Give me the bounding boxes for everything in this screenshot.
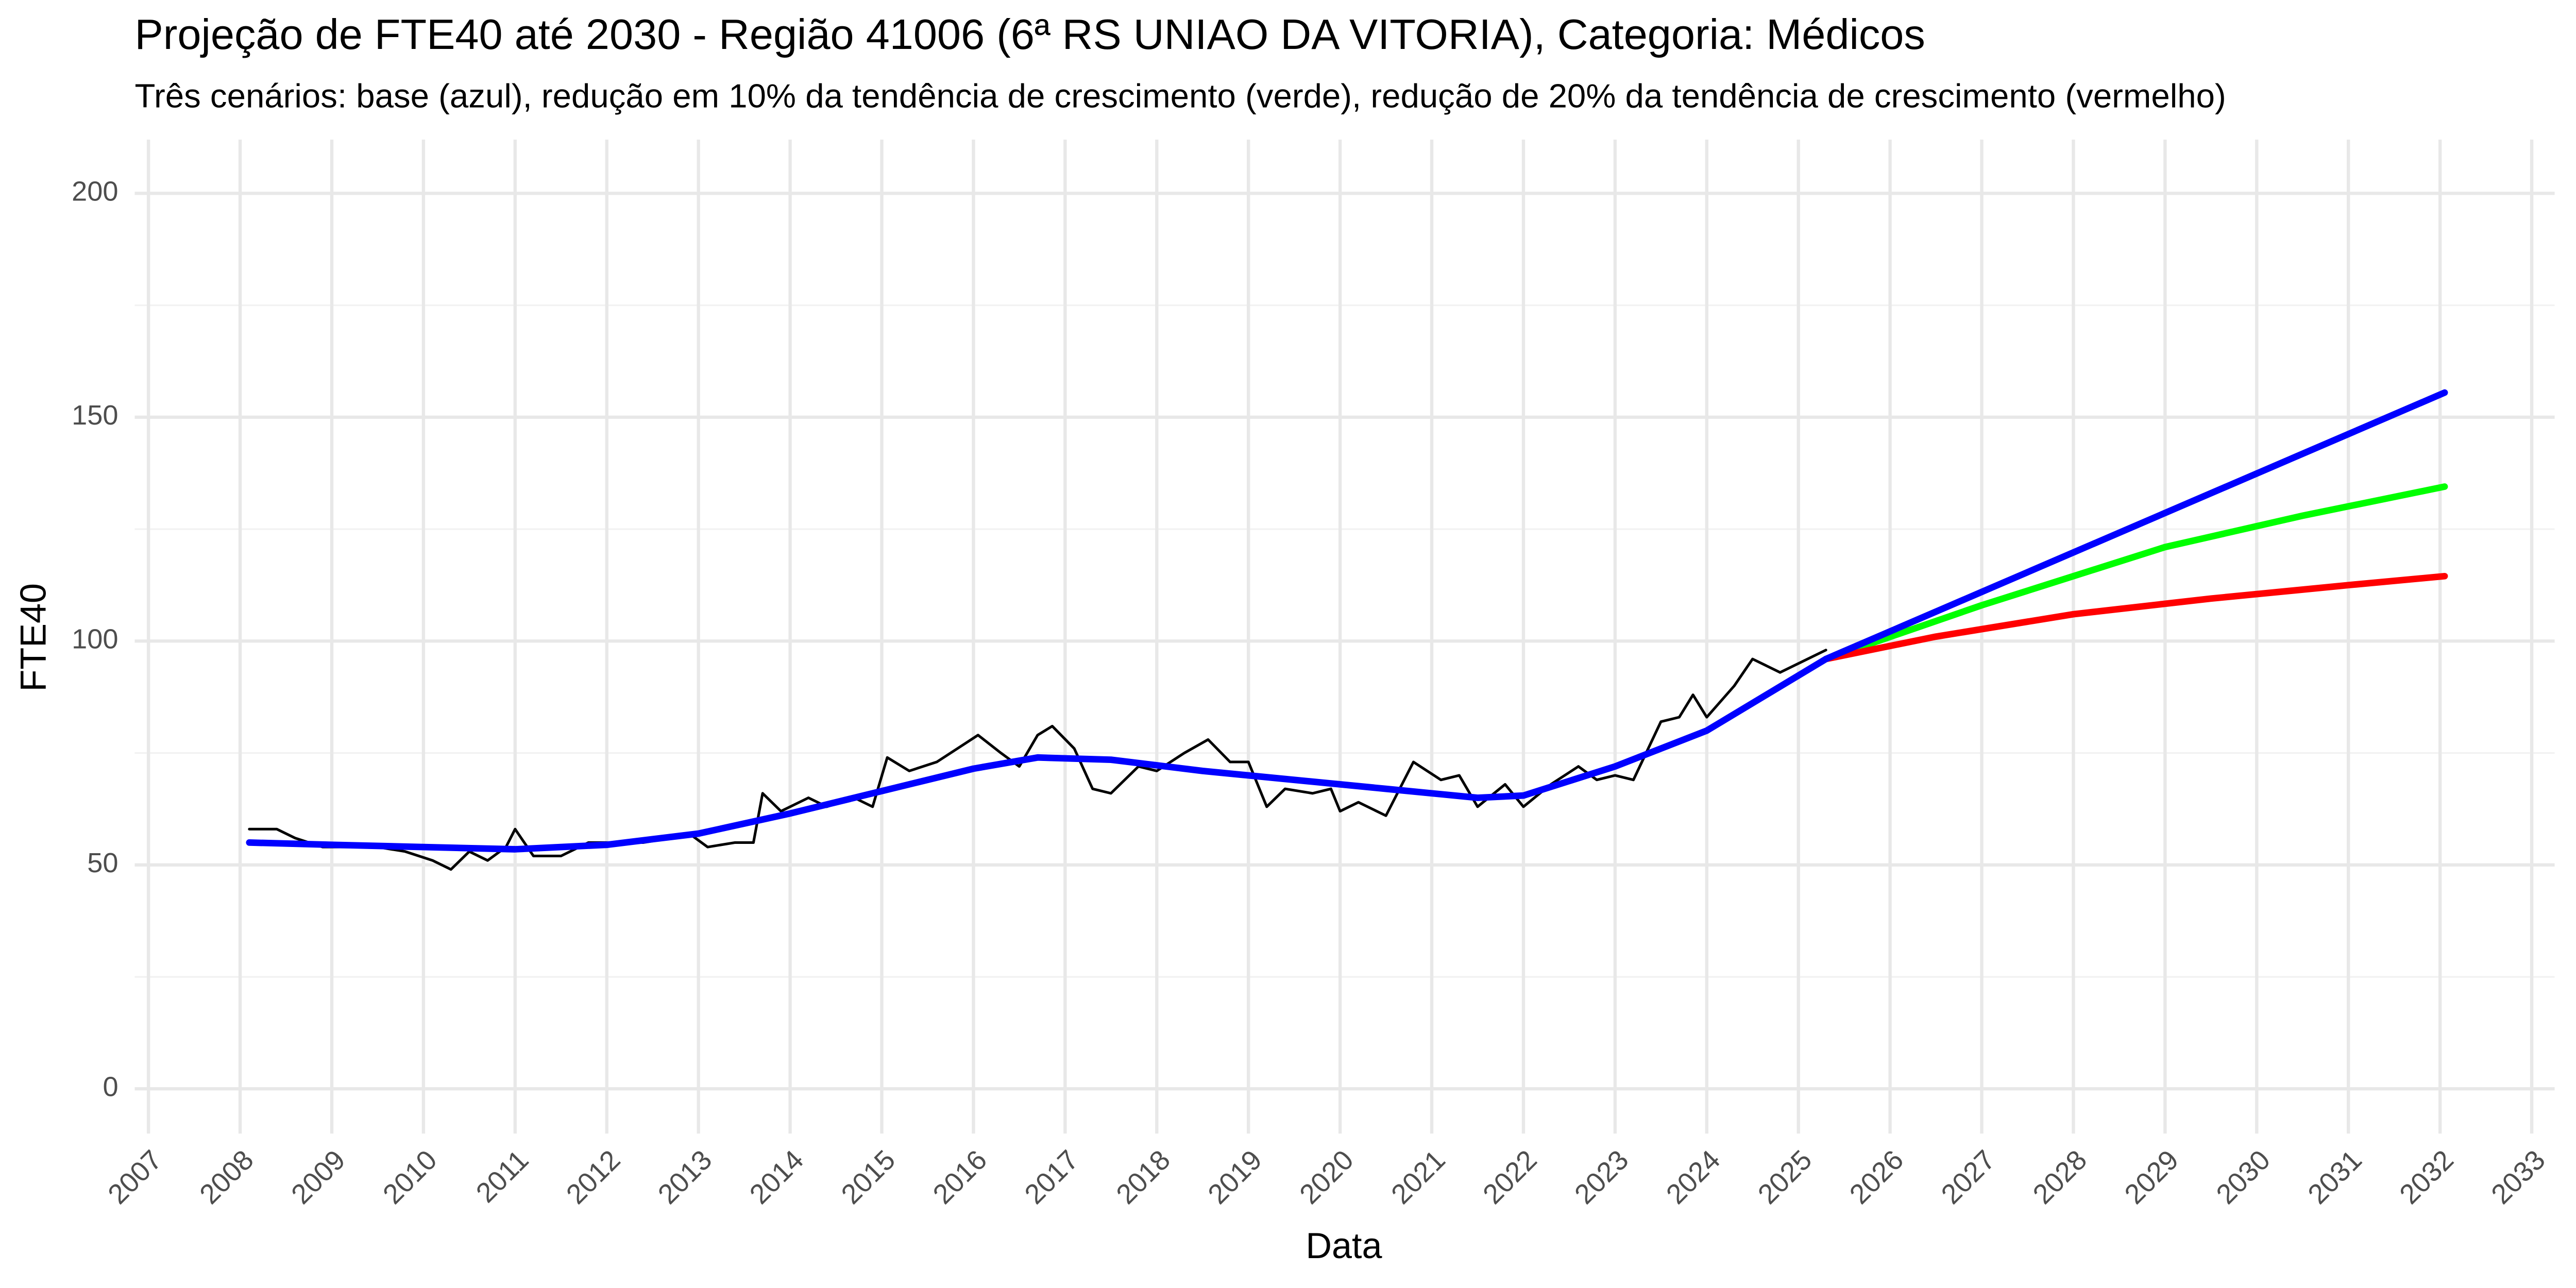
x-tick-label: 2008 bbox=[194, 1144, 260, 1210]
x-tick-label: 2032 bbox=[2394, 1144, 2460, 1210]
y-tick-label: 100 bbox=[72, 624, 118, 655]
x-tick-label: 2010 bbox=[377, 1144, 443, 1210]
x-tick-label: 2012 bbox=[561, 1144, 626, 1210]
x-tick-label: 2025 bbox=[1752, 1144, 1818, 1210]
x-tick-label: 2017 bbox=[1019, 1144, 1084, 1210]
x-tick-label: 2022 bbox=[1477, 1144, 1543, 1210]
x-tick-label: 2014 bbox=[744, 1144, 810, 1210]
x-tick-label: 2009 bbox=[285, 1144, 351, 1210]
x-tick-label: 2021 bbox=[1385, 1144, 1451, 1210]
y-tick-label: 200 bbox=[72, 176, 118, 207]
y-tick-label: 0 bbox=[103, 1072, 118, 1103]
x-tick-label: 2024 bbox=[1660, 1144, 1726, 1210]
x-tick-label: 2027 bbox=[1936, 1144, 2002, 1210]
x-tick-label: 2030 bbox=[2210, 1144, 2276, 1210]
line-series bbox=[248, 649, 1827, 871]
y-tick-label: 150 bbox=[72, 400, 118, 431]
x-tick-label: 2007 bbox=[102, 1144, 168, 1210]
x-tick-label: 2015 bbox=[836, 1144, 902, 1210]
x-tick-label: 2011 bbox=[470, 1144, 535, 1209]
x-tick-label: 2023 bbox=[1569, 1144, 1635, 1210]
line-series bbox=[246, 389, 2448, 853]
x-tick-label: 2033 bbox=[2485, 1144, 2551, 1210]
line-series bbox=[1822, 572, 2448, 663]
y-tick-label: 50 bbox=[87, 848, 118, 878]
x-tick-label: 2020 bbox=[1294, 1144, 1360, 1210]
y-axis-title: FTE40 bbox=[13, 583, 54, 692]
x-tick-label: 2031 bbox=[2302, 1144, 2368, 1210]
x-tick-label: 2028 bbox=[2027, 1144, 2093, 1210]
x-axis-title: Data bbox=[1306, 1225, 1382, 1266]
x-tick-label: 2013 bbox=[652, 1144, 718, 1210]
x-tick-label: 2019 bbox=[1202, 1144, 1268, 1210]
line-series bbox=[1822, 483, 2448, 663]
x-tick-label: 2018 bbox=[1110, 1144, 1176, 1210]
chart-subtitle: Três cenários: base (azul), redução em 1… bbox=[134, 77, 2226, 115]
x-tick-label: 2029 bbox=[2119, 1144, 2184, 1210]
chart-title: Projeção de FTE40 até 2030 - Região 4100… bbox=[134, 10, 1925, 58]
x-tick-label: 2016 bbox=[927, 1144, 993, 1210]
x-tick-label: 2026 bbox=[1844, 1144, 1910, 1210]
